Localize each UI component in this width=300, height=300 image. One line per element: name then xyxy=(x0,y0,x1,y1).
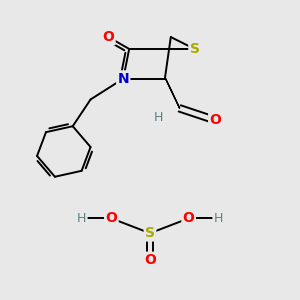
Text: S: S xyxy=(190,42,200,56)
Text: O: O xyxy=(183,212,195,225)
Text: O: O xyxy=(103,30,114,44)
Text: N: N xyxy=(117,72,129,86)
Text: S: S xyxy=(145,226,155,240)
Text: O: O xyxy=(105,212,117,225)
Text: H: H xyxy=(214,212,223,225)
Text: O: O xyxy=(209,113,221,127)
Text: H: H xyxy=(154,111,164,124)
Polygon shape xyxy=(165,77,180,108)
Text: O: O xyxy=(144,253,156,267)
Text: H: H xyxy=(77,212,86,225)
